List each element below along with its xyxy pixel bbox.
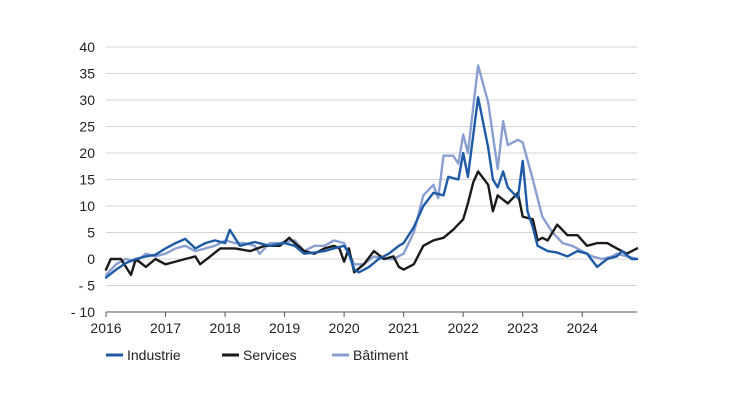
y-tick-label: 40 [79,39,95,55]
grid-lines [106,46,637,313]
legend-label: Services [243,347,297,363]
series-line-1 [104,170,639,277]
y-tick-label: 30 [79,92,95,108]
legend: Industrie Services Bâtiment [106,347,408,363]
y-tick-label: 10 [79,198,95,214]
x-tick-label: 2023 [507,320,538,336]
y-tick-label: - 10 [71,304,95,320]
x-tick-label: 2017 [150,320,181,336]
y-tick-label: 20 [79,145,95,161]
x-tick-label: 2020 [329,320,360,336]
x-axis: 2016 2017 2018 2019 2020 2021 2022 2023 2024 [90,311,637,336]
y-tick-label: 5 [87,225,95,241]
series-line-2 [104,64,639,277]
x-tick-label: 2022 [448,320,479,336]
x-tick-label: 2021 [388,320,419,336]
legend-label: Industrie [127,347,181,363]
series-line-0 [104,96,639,279]
y-tick-label: 15 [79,172,95,188]
y-axis-ticks: - 10 - 5 0 5 10 15 20 25 30 35 40 [71,39,95,320]
x-tick-label: 2018 [209,320,240,336]
x-tick-label: 2016 [90,320,121,336]
x-tick-label: 2024 [567,320,598,336]
y-tick-label: 35 [79,66,95,82]
x-tick-label: 2019 [269,320,300,336]
legend-label: Bâtiment [353,347,408,363]
series-lines [104,64,639,279]
y-tick-label: - 5 [79,278,96,294]
y-tick-label: 25 [79,119,95,135]
y-tick-label: 0 [87,251,95,267]
